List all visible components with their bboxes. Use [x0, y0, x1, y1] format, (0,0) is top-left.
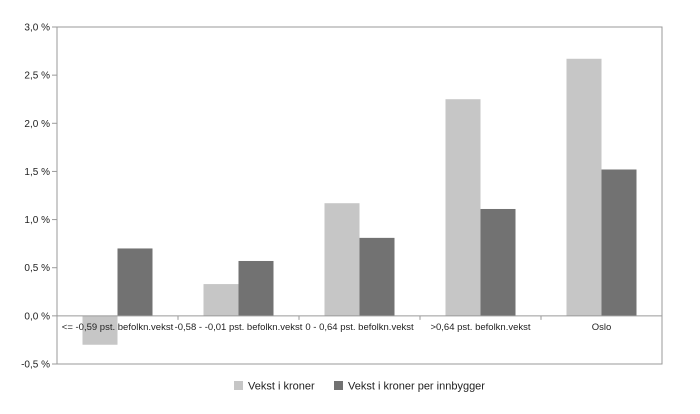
y-tick-label: 1,0 %	[24, 215, 50, 226]
y-tick-label: 0,5 %	[24, 263, 50, 274]
bar-vekst-per-innbygger	[117, 248, 153, 316]
plot-frame	[56, 26, 663, 365]
bar-vekst-i-kroner	[203, 284, 239, 316]
y-tick-label: 3,0 %	[24, 23, 50, 34]
legend: Vekst i kroner Vekst i kroner per innbygg…	[234, 381, 485, 393]
category-labels: <= -0,59 pst. befolkn.vekst -0,58 - -0,01…	[62, 322, 611, 333]
bar-vekst-per-innbygger	[601, 169, 637, 316]
bar-vekst-i-kroner	[445, 99, 481, 316]
category-label: 0 - 0,64 pst. befolkn.vekst	[305, 322, 414, 333]
legend-label: Vekst i kroner per innbygger	[348, 381, 485, 393]
legend-swatch	[234, 381, 243, 390]
y-tick-label: -0,5 %	[21, 360, 50, 371]
bar-vekst-i-kroner	[82, 315, 118, 345]
category-label: -0,58 - -0,01 pst. befolkn.vekst	[175, 322, 303, 333]
bar-vekst-i-kroner	[324, 203, 360, 316]
legend-swatch	[334, 381, 343, 390]
category-label: >0,64 pst. befolkn.vekst	[430, 322, 530, 333]
bar-vekst-per-innbygger	[359, 237, 395, 316]
y-tick-label: 0,0 %	[24, 311, 50, 322]
y-tick-label: 2,0 %	[24, 119, 50, 130]
bars	[82, 58, 637, 345]
bar-vekst-i-kroner	[566, 58, 602, 316]
bar-vekst-per-innbygger	[480, 208, 516, 316]
y-tick-label: 2,5 %	[24, 71, 50, 82]
category-label: <= -0,59 pst. befolkn.vekst	[62, 322, 174, 333]
legend-label: Vekst i kroner	[248, 381, 315, 393]
y-axis: -0,5 % 0,0 % 0,5 % 1,0 % 1,5 % 2,0 % 2,5 % 3,0 …	[21, 23, 57, 371]
y-tick-label: 1,5 %	[24, 167, 50, 178]
bar-vekst-per-innbygger	[238, 260, 274, 316]
category-label: Oslo	[592, 322, 612, 333]
